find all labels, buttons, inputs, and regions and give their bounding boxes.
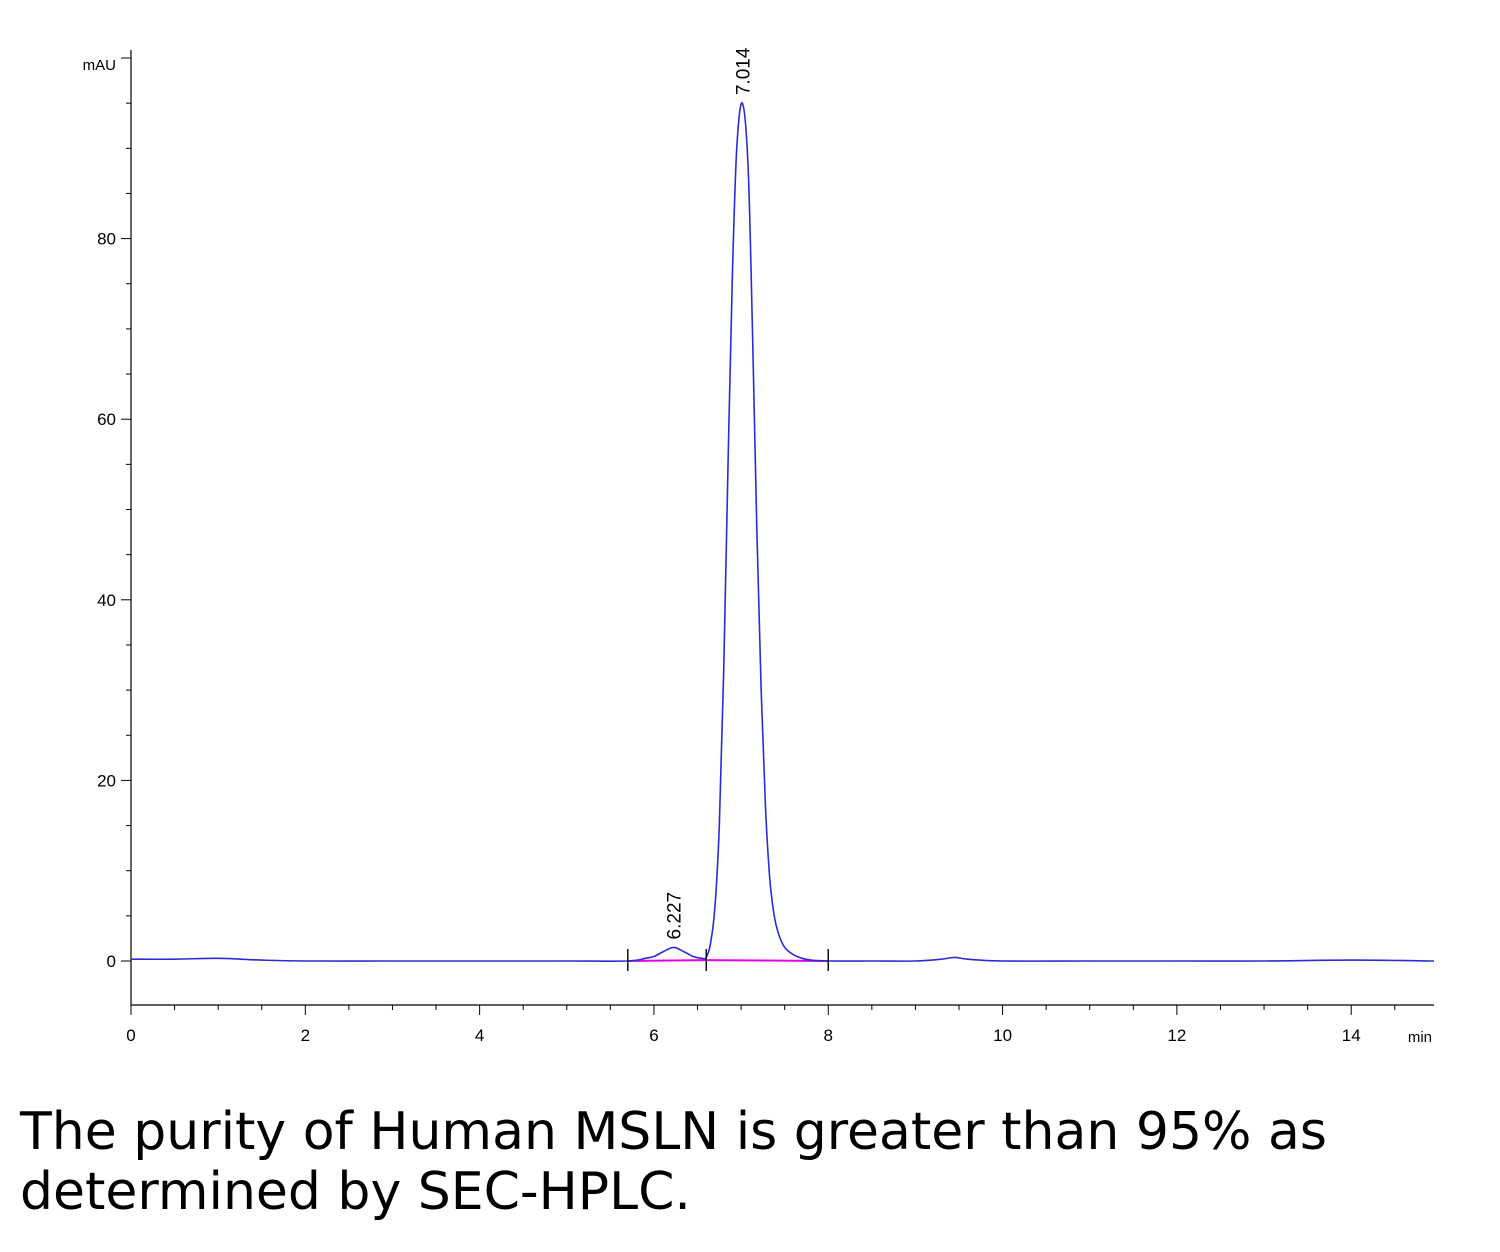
y-tick-label: 40: [97, 591, 116, 610]
x-tick-label: 6: [649, 1026, 658, 1045]
figure-caption: The purity of Human MSLN is greater than…: [20, 1102, 1327, 1222]
x-tick-label: 4: [475, 1026, 484, 1045]
y-axis-unit-label: mAU: [83, 57, 116, 74]
chromatogram-svg: 0 20 40 60 80 mAU 0 2 4 6 8 10 12 14 min 6.227 7.014: [83, 47, 1435, 1046]
integration-baseline: [706, 959, 829, 962]
x-tick-label: 14: [1342, 1026, 1361, 1045]
peak-label: 6.227: [665, 892, 686, 940]
x-tick-label: 0: [126, 1026, 135, 1045]
y-tick-label: 60: [97, 410, 116, 429]
integration-markers: [627, 949, 829, 971]
peak-label: 7.014: [733, 47, 754, 95]
integration-baseline: [627, 959, 707, 962]
x-axis: 0 2 4 6 8 10 12 14 min: [126, 1004, 1434, 1046]
y-tick-label: 0: [107, 952, 116, 971]
x-axis-unit-label: min: [1408, 1029, 1432, 1046]
y-tick-label: 20: [97, 771, 116, 790]
x-tick-label: 10: [993, 1026, 1012, 1045]
integration-baselines: [627, 959, 829, 962]
chromatogram-trace-line: [130, 102, 1435, 962]
trace-series: [130, 102, 1435, 962]
y-tick-label: 80: [97, 230, 116, 249]
x-tick-label: 8: [824, 1026, 833, 1045]
y-axis: 0 20 40 60 80 mAU: [83, 50, 132, 1005]
x-tick-label: 2: [301, 1026, 310, 1045]
x-tick-label: 12: [1167, 1026, 1186, 1045]
chromatogram-chart: 0 20 40 60 80 mAU 0 2 4 6 8 10 12 14 min 6.227 7.014: [83, 47, 1435, 1046]
peak-labels: 6.227 7.014: [665, 47, 755, 939]
